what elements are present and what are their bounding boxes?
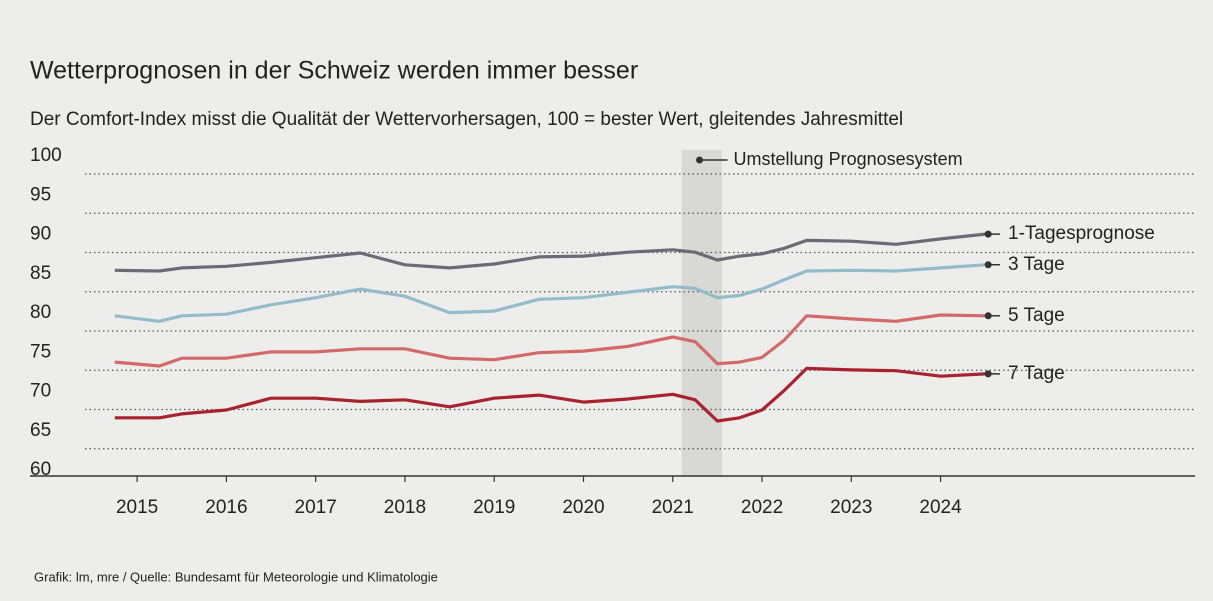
y-tick-label: 60 (30, 459, 51, 480)
x-tick-label: 2018 (384, 497, 426, 518)
x-tick-label: 2022 (741, 497, 783, 518)
y-tick-label: 100 (30, 145, 62, 166)
y-tick-label: 65 (30, 420, 51, 441)
x-tick-label: 2016 (205, 497, 247, 518)
legend-label: 3 Tage (1008, 254, 1065, 275)
x-tick-label: 2021 (652, 497, 694, 518)
x-tick-label: 2017 (295, 497, 337, 518)
y-tick-label: 85 (30, 263, 51, 284)
y-tick-label: 95 (30, 184, 51, 205)
x-tick-label: 2020 (562, 497, 604, 518)
x-tick-label: 2023 (830, 497, 872, 518)
legend-dot (984, 370, 992, 378)
legend-label: 1-Tagesprognose (1008, 223, 1155, 244)
y-tick-label: 80 (30, 302, 51, 323)
highlight-band (681, 150, 722, 476)
chart-subtitle: Der Comfort-Index misst die Qualität der… (30, 109, 903, 130)
x-tick-label: 2015 (116, 497, 158, 518)
y-tick-label: 70 (30, 381, 51, 402)
legend-label: 7 Tage (1008, 363, 1065, 384)
legend-dot (984, 230, 992, 238)
legend-label: 5 Tage (1008, 305, 1065, 326)
legend-dot (984, 261, 992, 269)
series-line (114, 263, 986, 323)
series-line (114, 313, 986, 368)
annotation-text: Umstellung Prognosesystem (734, 149, 963, 169)
y-tick-label: 90 (30, 224, 51, 245)
y-tick-label: 75 (30, 341, 51, 362)
x-tick-label: 2019 (473, 497, 515, 518)
source: Grafik: lm, mre / Quelle: Bundesamt für … (34, 569, 438, 584)
x-tick-label: 2024 (919, 497, 962, 518)
chart-title: Wetterprognosen in der Schweiz werden im… (30, 57, 638, 85)
series-line (114, 232, 986, 273)
series-line (114, 366, 986, 423)
legend-dot (984, 312, 992, 320)
